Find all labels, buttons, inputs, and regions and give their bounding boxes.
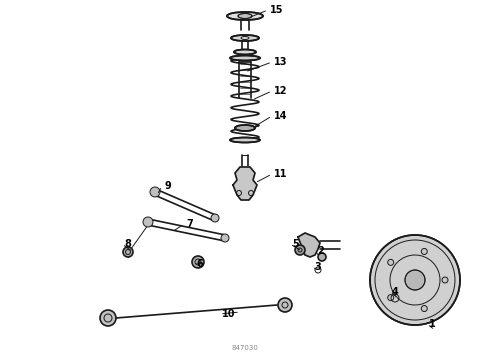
Circle shape — [192, 256, 204, 268]
Text: 4: 4 — [392, 287, 399, 297]
Ellipse shape — [230, 55, 260, 60]
Circle shape — [211, 214, 219, 222]
Circle shape — [143, 217, 153, 227]
Circle shape — [421, 248, 427, 255]
Ellipse shape — [227, 12, 263, 20]
Circle shape — [370, 235, 460, 325]
Text: 12: 12 — [274, 86, 288, 96]
Ellipse shape — [231, 35, 259, 41]
Ellipse shape — [230, 138, 260, 143]
Text: 2: 2 — [317, 246, 324, 256]
Text: 7: 7 — [186, 219, 193, 229]
Text: 8: 8 — [124, 239, 131, 249]
Circle shape — [388, 294, 394, 301]
Text: 14: 14 — [274, 111, 288, 121]
Text: 13: 13 — [274, 57, 288, 67]
Circle shape — [150, 187, 160, 197]
Circle shape — [405, 270, 425, 290]
Circle shape — [100, 310, 116, 326]
Text: 11: 11 — [274, 169, 288, 179]
Ellipse shape — [234, 50, 256, 54]
Text: 3: 3 — [314, 262, 321, 272]
Text: 6: 6 — [196, 259, 203, 269]
Circle shape — [123, 247, 133, 257]
Circle shape — [388, 259, 394, 265]
Text: 10: 10 — [222, 309, 236, 319]
Text: 15: 15 — [270, 5, 284, 15]
Ellipse shape — [238, 14, 252, 18]
Circle shape — [421, 306, 427, 311]
Circle shape — [295, 245, 305, 255]
Text: 5: 5 — [292, 239, 299, 249]
Ellipse shape — [235, 125, 255, 131]
Circle shape — [442, 277, 448, 283]
Polygon shape — [233, 167, 257, 200]
Circle shape — [221, 234, 229, 242]
Circle shape — [278, 298, 292, 312]
Text: 9: 9 — [164, 181, 171, 191]
Circle shape — [318, 253, 326, 261]
Text: 847030: 847030 — [232, 345, 258, 351]
Text: 1: 1 — [429, 319, 436, 329]
Polygon shape — [298, 233, 320, 257]
